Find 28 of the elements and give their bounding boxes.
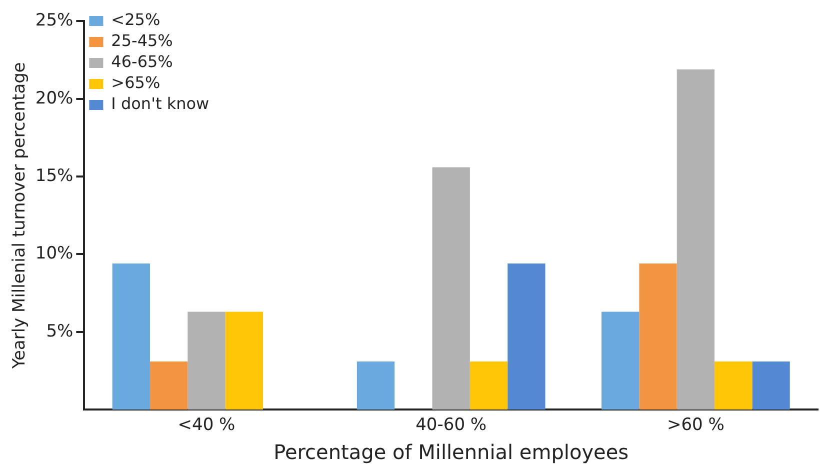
legend-label: 25-45% <box>111 31 173 50</box>
bar <box>470 361 508 410</box>
y-tick-label: 20% <box>35 88 74 108</box>
y-axis-title: Yearly Millenial turnover percentage <box>10 62 30 370</box>
x-tick-label: <40 % <box>178 415 236 436</box>
y-tick-label: 25% <box>35 10 74 31</box>
bar <box>150 361 188 410</box>
bar <box>432 167 470 410</box>
bar <box>356 361 395 410</box>
y-tick-label: 5% <box>46 321 74 342</box>
x-tick-label: >60 % <box>666 415 724 436</box>
bar <box>188 312 226 410</box>
x-tick-label: 40-60 % <box>416 415 487 436</box>
bar <box>112 264 150 410</box>
bar <box>225 312 263 410</box>
bar <box>752 361 790 410</box>
bar <box>602 312 640 410</box>
bar <box>639 264 677 410</box>
bar <box>714 361 752 410</box>
bar <box>676 69 715 410</box>
y-tick-label: 15% <box>35 166 74 186</box>
x-axis-title: Percentage of Millennial employees <box>274 440 629 464</box>
y-tick-label: 10% <box>35 244 74 264</box>
legend-label: <25% <box>111 10 160 30</box>
legend-label: >65% <box>111 73 160 92</box>
legend-label: I don't know <box>111 94 210 114</box>
legend-label: 46-65% <box>111 52 173 72</box>
bar <box>508 264 546 410</box>
